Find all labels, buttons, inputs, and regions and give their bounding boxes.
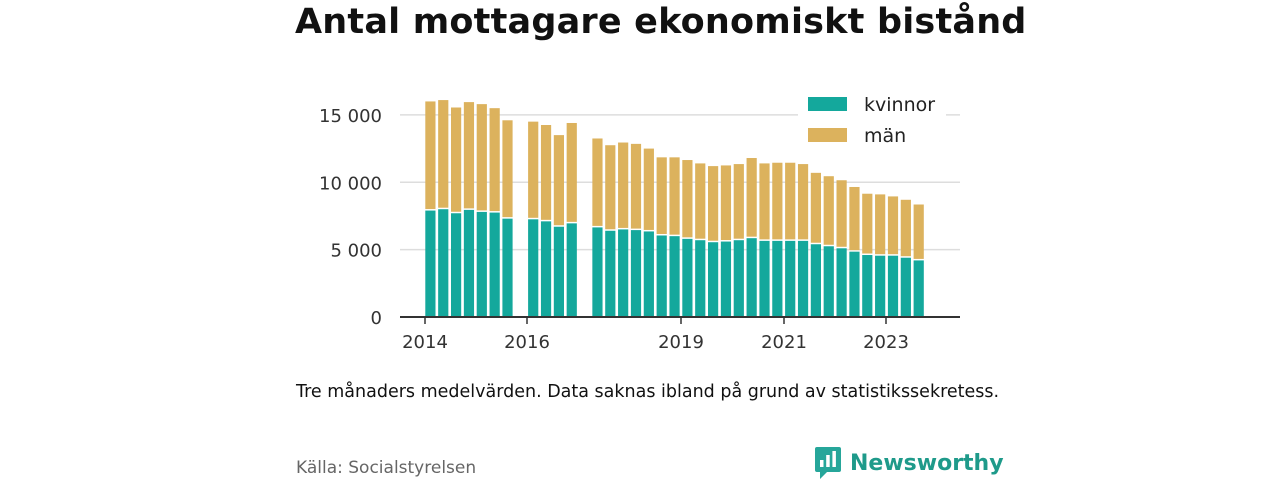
- bar-man: [669, 157, 680, 235]
- bar-kvinnor: [849, 251, 860, 317]
- bar-man: [451, 107, 462, 212]
- bar-man: [618, 142, 629, 228]
- bar-man: [605, 145, 616, 230]
- bar-kvinnor: [913, 260, 924, 317]
- legend: kvinnor män: [798, 90, 946, 148]
- bar-man: [463, 102, 475, 209]
- bar-kvinnor: [695, 240, 706, 317]
- bar-kvinnor: [643, 231, 654, 317]
- bar-man: [592, 138, 603, 226]
- x-tick-label: 2016: [504, 332, 550, 353]
- brand-name: Newsworthy: [850, 450, 1004, 476]
- bar-man: [682, 160, 693, 238]
- bar-kvinnor: [618, 229, 629, 317]
- bar-man: [823, 176, 834, 245]
- x-tick-label: 2019: [658, 332, 704, 353]
- bar-kvinnor: [566, 223, 577, 317]
- bar-man: [438, 100, 449, 208]
- x-tick-label: 2023: [863, 332, 909, 353]
- bar-man: [425, 101, 436, 210]
- bar-kvinnor: [900, 257, 911, 317]
- bar-kvinnor: [553, 226, 564, 317]
- chart-note: Tre månaders medelvärden. Data saknas ib…: [296, 382, 1000, 402]
- legend-swatch: [808, 97, 847, 111]
- bar-kvinnor: [489, 212, 500, 317]
- bar-kvinnor: [669, 236, 680, 317]
- bar-man: [862, 193, 873, 254]
- bar-man: [746, 158, 757, 237]
- bar-kvinnor: [772, 240, 783, 317]
- bar-kvinnor: [746, 238, 757, 317]
- bar-man: [540, 125, 552, 220]
- chart-title: Antal mottagare ekonomiskt bistånd: [295, 2, 1027, 42]
- bar-kvinnor: [759, 240, 770, 317]
- x-tick-label: 2021: [761, 332, 807, 353]
- bar-kvinnor: [502, 218, 513, 317]
- bar-man: [566, 122, 577, 222]
- bar-kvinnor: [875, 255, 886, 317]
- source-text: Källa: Socialstyrelsen: [296, 458, 477, 478]
- bar-kvinnor: [463, 209, 475, 317]
- bar-man: [720, 165, 732, 241]
- bar-man: [836, 180, 847, 247]
- bar-kvinnor: [592, 227, 603, 317]
- bar-man: [502, 120, 513, 218]
- bar-kvinnor: [836, 248, 847, 317]
- brand[interactable]: Newsworthy: [814, 446, 1004, 480]
- bar-man: [849, 186, 860, 251]
- bar-kvinnor: [785, 240, 796, 317]
- bar-man: [695, 163, 706, 239]
- bar-man: [630, 143, 642, 229]
- bar-man: [708, 166, 719, 241]
- bar-man: [528, 121, 539, 218]
- y-tick-label: 15 000: [319, 106, 382, 127]
- bar-man: [553, 135, 564, 226]
- bar-man: [733, 164, 744, 239]
- bar-kvinnor: [630, 230, 642, 317]
- bar-kvinnor: [862, 255, 873, 317]
- y-tick-label: 5 000: [330, 241, 382, 262]
- bar-man: [810, 172, 821, 243]
- bar-kvinnor: [476, 211, 487, 317]
- bar-man: [772, 162, 783, 240]
- bar-kvinnor: [797, 240, 809, 317]
- axes: 0 5 000 10 000 15 000 2014 2016 2019 2021 2023: [319, 106, 960, 353]
- bar-man: [656, 157, 667, 234]
- bar-man: [476, 104, 487, 211]
- legend-label: kvinnor: [864, 94, 935, 116]
- bar-kvinnor: [656, 235, 667, 317]
- bar-kvinnor: [540, 221, 552, 317]
- bar-man: [489, 108, 500, 212]
- newsworthy-logo-icon: [815, 447, 841, 479]
- bar-kvinnor: [425, 210, 436, 317]
- bar-man: [887, 196, 899, 255]
- bar-kvinnor: [528, 219, 539, 317]
- bars: [425, 100, 924, 317]
- bar-man: [875, 194, 886, 255]
- legend-label: män: [864, 125, 906, 147]
- bar-kvinnor: [823, 246, 834, 317]
- bar-kvinnor: [708, 242, 719, 317]
- bar-man: [797, 164, 809, 240]
- y-tick-label: 10 000: [319, 173, 382, 194]
- bar-man: [913, 204, 924, 259]
- bar-kvinnor: [810, 244, 821, 317]
- y-tick-label: 0: [371, 308, 382, 329]
- x-tick-label: 2014: [402, 332, 448, 353]
- bar-man: [643, 148, 654, 230]
- legend-swatch: [808, 128, 847, 142]
- bar-kvinnor: [438, 209, 449, 317]
- bar-kvinnor: [451, 213, 462, 317]
- bar-man: [759, 163, 770, 240]
- bar-kvinnor: [682, 238, 693, 317]
- bar-man: [785, 162, 796, 240]
- bar-kvinnor: [887, 255, 899, 317]
- bar-kvinnor: [733, 240, 744, 317]
- bar-kvinnor: [605, 230, 616, 317]
- bar-man: [900, 199, 911, 257]
- bar-kvinnor: [720, 241, 732, 317]
